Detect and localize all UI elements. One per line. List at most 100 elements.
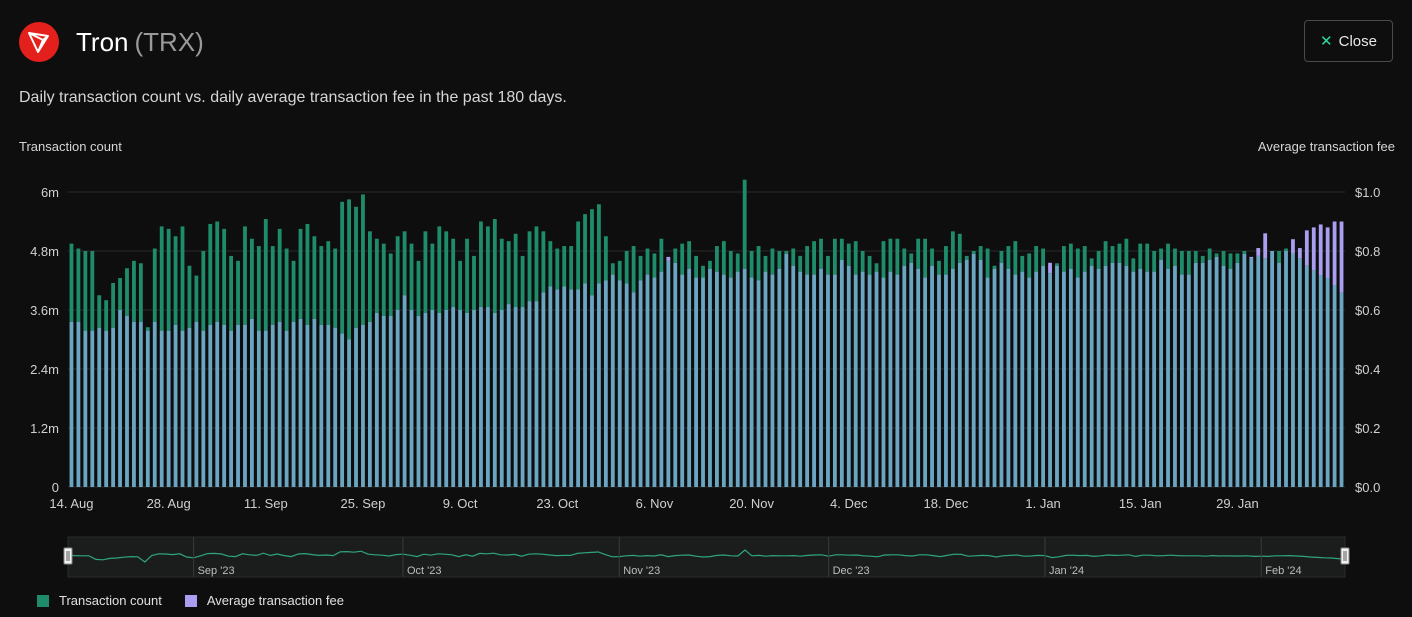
overlap-bar[interactable] — [236, 324, 240, 487]
overlap-bar[interactable] — [687, 268, 692, 487]
transaction-count-bar[interactable] — [1166, 243, 1170, 269]
transaction-count-bar[interactable] — [1041, 248, 1046, 266]
overlap-bar[interactable] — [180, 330, 185, 487]
transaction-count-bar[interactable] — [173, 236, 178, 325]
overlap-bar[interactable] — [666, 260, 671, 487]
average-fee-bar[interactable] — [1318, 224, 1323, 276]
overlap-bar[interactable] — [485, 307, 490, 487]
overlap-bar[interactable] — [1034, 271, 1039, 487]
transaction-count-bar[interactable] — [1055, 263, 1059, 266]
transaction-count-bar[interactable] — [791, 248, 796, 266]
transaction-count-bar[interactable] — [992, 265, 997, 269]
overlap-bar[interactable] — [1304, 265, 1309, 487]
overlap-bar[interactable] — [1332, 285, 1337, 487]
overlap-bar[interactable] — [277, 321, 282, 487]
overlap-bar[interactable] — [708, 268, 712, 487]
transaction-count-bar[interactable] — [208, 223, 213, 325]
overlap-bar[interactable] — [347, 339, 351, 488]
transaction-count-bar[interactable] — [728, 251, 733, 278]
transaction-count-bar[interactable] — [1186, 251, 1191, 275]
transaction-count-bar[interactable] — [541, 231, 546, 293]
overlap-bar[interactable] — [798, 271, 803, 487]
overlap-bar[interactable] — [1325, 278, 1330, 487]
transaction-count-bar[interactable] — [430, 243, 435, 310]
overlap-bar[interactable] — [1055, 265, 1059, 487]
overlap-bar[interactable] — [673, 262, 678, 487]
transaction-count-bar[interactable] — [652, 253, 657, 278]
overlap-bar[interactable] — [576, 289, 581, 487]
transaction-count-bar[interactable] — [263, 219, 268, 331]
overlap-bar[interactable] — [97, 327, 102, 487]
overlap-bar[interactable] — [1277, 262, 1281, 487]
overlap-bar[interactable] — [152, 321, 157, 487]
transaction-count-bar[interactable] — [770, 248, 775, 275]
transaction-count-bar[interactable] — [499, 238, 504, 310]
transaction-count-bar[interactable] — [402, 231, 407, 296]
transaction-count-bar[interactable] — [971, 251, 976, 254]
transaction-count-bar[interactable] — [118, 278, 122, 310]
transaction-count-bar[interactable] — [111, 282, 116, 328]
transaction-count-bar[interactable] — [1207, 248, 1212, 260]
overlap-bar[interactable] — [1242, 253, 1247, 487]
transaction-count-bar[interactable] — [1152, 251, 1157, 272]
overlap-bar[interactable] — [583, 283, 587, 487]
handle-body[interactable] — [1340, 547, 1350, 565]
overlap-bar[interactable] — [971, 253, 976, 487]
overlap-bar[interactable] — [853, 274, 858, 487]
transaction-count-bar[interactable] — [69, 243, 74, 322]
transaction-count-bar[interactable] — [388, 253, 393, 316]
overlap-bar[interactable] — [839, 259, 844, 487]
transaction-count-bar[interactable] — [444, 231, 449, 310]
transaction-count-bar[interactable] — [187, 265, 192, 328]
overlap-bar[interactable] — [1173, 265, 1177, 487]
overlap-bar[interactable] — [715, 271, 719, 487]
transaction-count-bar[interactable] — [944, 246, 948, 275]
overlap-bar[interactable] — [597, 283, 601, 487]
transaction-count-bar[interactable] — [277, 228, 282, 322]
transaction-count-bar[interactable] — [83, 251, 88, 331]
transaction-count-bar[interactable] — [1138, 243, 1143, 269]
overlap-bar[interactable] — [701, 277, 705, 487]
overlap-bar[interactable] — [506, 304, 511, 487]
transaction-count-bar[interactable] — [867, 255, 872, 275]
transaction-count-bar[interactable] — [839, 238, 844, 260]
transaction-count-bar[interactable] — [312, 236, 317, 319]
average-fee-bar[interactable] — [666, 256, 671, 261]
transaction-count-bar[interactable] — [472, 255, 476, 310]
overlap-bar[interactable] — [964, 259, 969, 487]
transaction-count-bar[interactable] — [569, 246, 574, 290]
transaction-count-bar[interactable] — [451, 238, 456, 308]
transaction-count-bar[interactable] — [458, 260, 463, 310]
transaction-count-bar[interactable] — [381, 243, 386, 316]
overlap-bar[interactable] — [492, 312, 497, 487]
transaction-count-bar[interactable] — [819, 238, 823, 269]
overlap-bar[interactable] — [333, 327, 338, 487]
overlap-bar[interactable] — [728, 277, 733, 487]
transaction-count-bar[interactable] — [930, 248, 934, 266]
overlap-bar[interactable] — [444, 310, 449, 487]
overlap-bar[interactable] — [395, 310, 400, 487]
overlap-bar[interactable] — [749, 277, 754, 487]
overlap-bar[interactable] — [1013, 274, 1018, 487]
overlap-bar[interactable] — [416, 315, 421, 487]
transaction-count-bar[interactable] — [985, 248, 990, 278]
transaction-count-bar[interactable] — [367, 231, 372, 322]
legend-item-average-fee[interactable]: Average transaction fee — [184, 593, 344, 608]
transaction-count-bar[interactable] — [715, 246, 719, 272]
overlap-bar[interactable] — [548, 286, 553, 487]
transaction-count-bar[interactable] — [555, 248, 560, 290]
transaction-count-bar[interactable] — [1110, 246, 1115, 263]
overlap-bar[interactable] — [187, 327, 192, 487]
transaction-count-bar[interactable] — [104, 300, 109, 331]
overlap-bar[interactable] — [777, 268, 782, 487]
average-fee-bar[interactable] — [1256, 248, 1261, 256]
transaction-count-bar[interactable] — [777, 251, 782, 269]
transaction-count-bar[interactable] — [1027, 253, 1032, 278]
overlap-bar[interactable] — [513, 307, 518, 487]
average-fee-bar[interactable] — [1249, 256, 1254, 259]
overlap-bar[interactable] — [90, 330, 95, 487]
overlap-bar[interactable] — [409, 310, 414, 487]
overlap-bar[interactable] — [631, 292, 636, 487]
transaction-count-bar[interactable] — [236, 260, 240, 325]
transaction-count-bar[interactable] — [145, 327, 150, 331]
